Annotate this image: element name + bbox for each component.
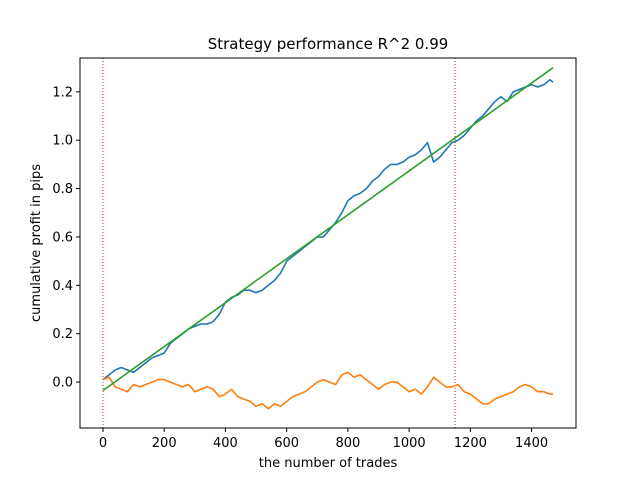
y-axis-label: cumulative profit in pips [29, 164, 44, 322]
series-line-1 [102, 371, 553, 410]
y-tick-label: 0.6 [52, 230, 73, 245]
plot-content [102, 58, 554, 428]
x-tick-label: 200 [152, 436, 177, 451]
plot-area [102, 58, 554, 428]
x-axis: 0 200 400 600 800 1000 1200 1400 [99, 428, 548, 451]
x-tick-label: 1200 [454, 436, 487, 451]
y-tick-label: 0.8 [52, 182, 73, 197]
x-tick-label: 800 [335, 436, 360, 451]
x-tick-label: 600 [274, 436, 299, 451]
y-tick-label: 0.4 [52, 279, 73, 294]
x-axis-label: the number of trades [259, 456, 398, 471]
y-tick-label: 0.2 [52, 327, 73, 342]
x-tick-label: 1000 [393, 436, 426, 451]
y-tick-label: 1.0 [52, 134, 73, 149]
series-line-2 [102, 67, 554, 392]
y-tick-label: 0.0 [52, 376, 73, 391]
x-tick-label: 0 [99, 436, 107, 451]
x-tick-label: 400 [213, 436, 238, 451]
y-axis: 0.0 0.2 0.4 0.6 0.8 1.0 1.2 [52, 85, 80, 391]
axes-frame [79, 57, 577, 429]
chart-title: Strategy performance R^2 0.99 [208, 35, 449, 53]
x-tick-label: 1400 [515, 436, 548, 451]
y-tick-label: 1.2 [52, 85, 73, 100]
